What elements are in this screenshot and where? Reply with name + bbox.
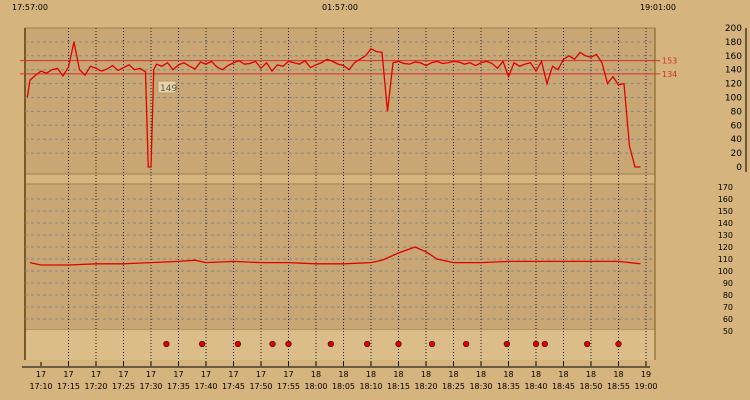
x-tick-date: 17	[146, 370, 156, 379]
tooltip-box	[157, 80, 177, 94]
y-tick-label: 90	[723, 279, 733, 288]
lower-panel	[24, 183, 656, 331]
x-tick-date: 19	[641, 370, 651, 379]
event-marker	[615, 340, 622, 348]
x-tick-label: 18:45	[552, 382, 575, 391]
x-tick-label: 18:00	[304, 382, 327, 391]
y-tick-label: 50	[723, 327, 733, 336]
y-tick-label: 200	[725, 24, 742, 34]
x-tick-date: 17	[201, 370, 211, 379]
event-marker	[285, 340, 292, 348]
x-tick-label: 17:35	[167, 382, 190, 391]
event-marker	[541, 340, 548, 348]
event-strip	[25, 330, 655, 360]
x-tick-date: 18	[531, 370, 541, 379]
x-tick-date: 18	[421, 370, 431, 379]
event-marker	[532, 340, 540, 348]
x-tick-date: 18	[586, 370, 596, 379]
y-tick-label: 70	[723, 303, 733, 312]
x-tick-label: 17:50	[249, 382, 272, 391]
event-marker	[234, 340, 241, 348]
end-time: 19:01:00	[640, 3, 676, 12]
center-time: 01:57:00	[322, 3, 358, 12]
event-marker	[163, 340, 170, 348]
y-tick-label: 80	[731, 107, 743, 117]
x-tick-date: 17	[173, 370, 183, 379]
y-tick-label: 40	[731, 135, 743, 145]
y-tick-label: 60	[731, 121, 743, 131]
event-marker	[428, 340, 436, 348]
tooltip-value: 149	[160, 84, 177, 94]
y-tick-label: 140	[718, 219, 733, 228]
x-tick-date: 17	[256, 370, 266, 379]
x-tick-label: 18:15	[387, 382, 410, 391]
y-tick-label: 140	[725, 66, 742, 76]
y-tick-label: 170	[718, 183, 733, 192]
heart-rate-line	[26, 41, 641, 168]
x-tick-date: 18	[613, 370, 623, 379]
y-tick-label: 20	[731, 149, 743, 159]
x-tick-label: 18:30	[469, 382, 492, 391]
x-tick-label: 18:05	[332, 382, 355, 391]
x-tick-date: 18	[366, 370, 376, 379]
y-tick-label: 100	[725, 94, 742, 104]
x-tick-label: 18:50	[579, 382, 602, 391]
y-tick-label: 120	[718, 243, 733, 252]
x-tick-label: 18:20	[414, 382, 437, 391]
lower-trend-line	[29, 246, 641, 266]
y-tick-label: 180	[725, 38, 742, 48]
y-tick-label: 110	[718, 255, 733, 264]
x-tick-label: 17:45	[222, 382, 245, 391]
x-tick-date: 18	[393, 370, 403, 379]
y-tick-label: 150	[718, 207, 733, 216]
event-marker	[503, 340, 510, 348]
x-tick-label: 18:40	[524, 382, 547, 391]
y-tick-label: 160	[718, 195, 733, 204]
x-tick-label: 17:30	[139, 382, 162, 391]
x-tick-date: 17	[228, 370, 238, 379]
event-marker	[269, 340, 276, 348]
y-tick-label: 130	[718, 231, 733, 240]
x-tick-label: 18:10	[359, 382, 382, 391]
x-tick-date: 18	[311, 370, 321, 379]
y-tick-label: 80	[723, 291, 733, 300]
y-tick-label: 100	[718, 267, 733, 276]
y-tick-label: 60	[723, 315, 733, 324]
event-marker	[199, 340, 206, 348]
y-tick-label: 120	[725, 80, 742, 90]
upper-panel	[24, 27, 656, 175]
x-tick-date: 17	[91, 370, 101, 379]
x-tick-label: 17:10	[29, 382, 52, 391]
x-tick-date: 17	[283, 370, 293, 379]
x-tick-label: 19:00	[634, 382, 657, 391]
x-tick-date: 18	[476, 370, 486, 379]
event-marker	[463, 340, 470, 348]
x-tick-label: 18:55	[607, 382, 630, 391]
x-tick-date: 17	[63, 370, 73, 379]
x-tick-date: 17	[36, 370, 46, 379]
reference-label: 153	[662, 57, 677, 66]
x-tick-label: 17:15	[57, 382, 80, 391]
x-tick-label: 18:25	[442, 382, 465, 391]
x-tick-date: 18	[558, 370, 568, 379]
x-tick-label: 17:40	[194, 382, 217, 391]
x-tick-date: 18	[338, 370, 348, 379]
start-time: 17:57:00	[12, 3, 48, 12]
y-tick-label: 160	[725, 52, 742, 62]
x-tick-label: 17:20	[84, 382, 107, 391]
event-marker	[327, 340, 334, 348]
event-marker	[584, 340, 591, 348]
x-tick-label: 18:35	[497, 382, 520, 391]
y-tick-label: 0	[736, 163, 742, 173]
x-tick-label: 17:55	[277, 382, 300, 391]
x-tick-label: 17:25	[112, 382, 135, 391]
x-tick-date: 18	[448, 370, 458, 379]
x-tick-date: 18	[503, 370, 513, 379]
event-marker	[364, 340, 371, 348]
event-marker	[395, 340, 402, 348]
x-tick-date: 17	[118, 370, 128, 379]
reference-label: 134	[662, 70, 677, 79]
